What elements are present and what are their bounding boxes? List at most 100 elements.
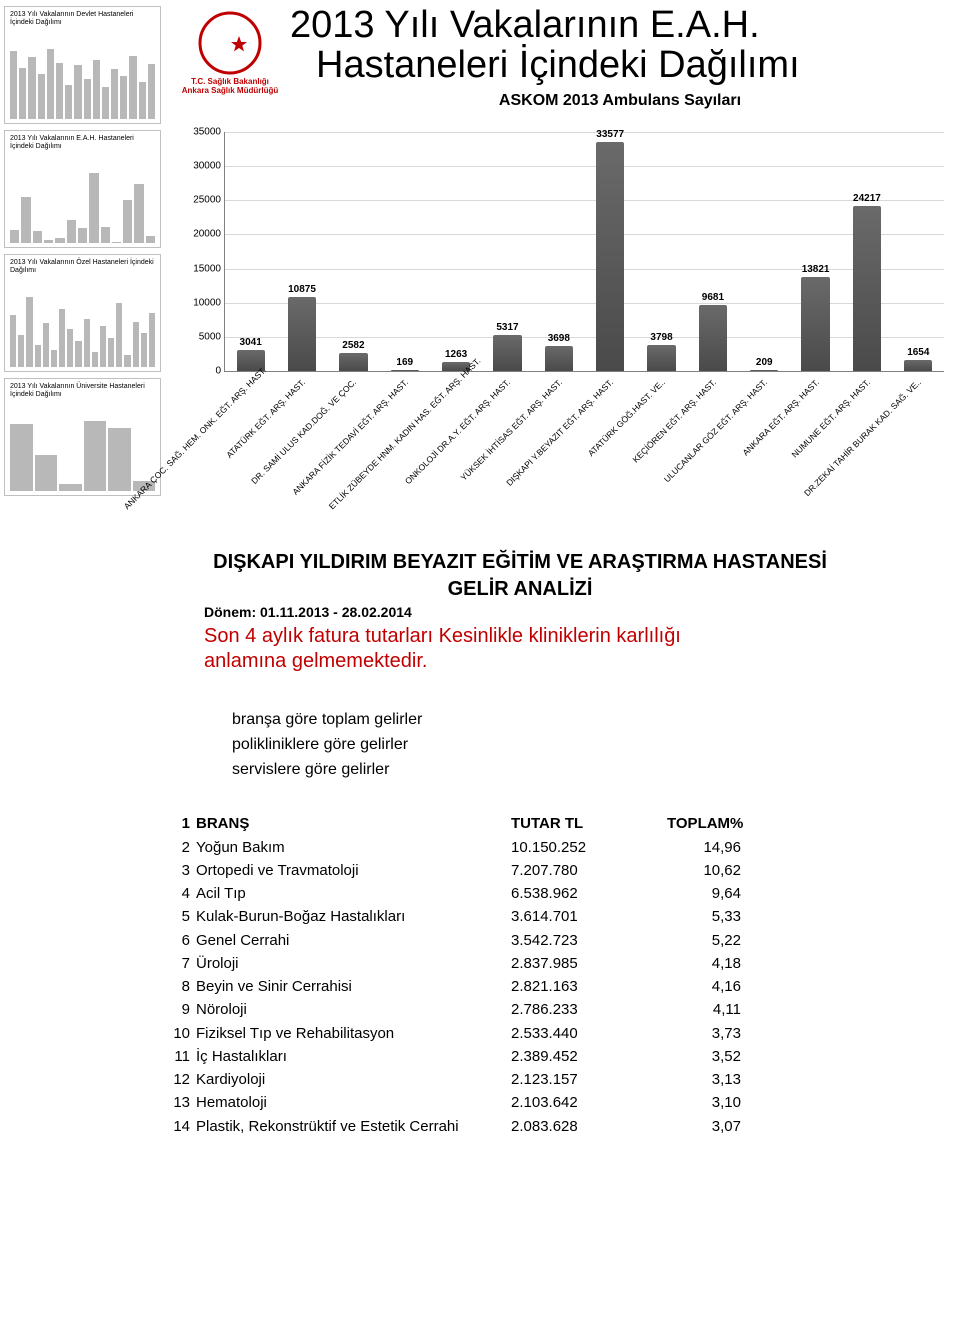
table-row: 14Plastik, Rekonstrüktif ve Estetik Cerr…	[168, 1115, 900, 1138]
slide-thumb-3-title: 2013 Yılı Vakalarının Özel Hastaneleri İ…	[10, 259, 155, 275]
chart-ytick: 35000	[185, 127, 221, 138]
col-idx-header: 1	[168, 812, 196, 835]
cell-pct: 5,33	[651, 905, 741, 928]
cell-brans: Yoğun Bakım	[196, 836, 511, 859]
document-body: DIŞKAPI YILDIRIM BEYAZIT EĞİTİM VE ARAŞT…	[0, 510, 960, 1138]
chart-bar-value: 9681	[702, 292, 724, 303]
table-row: 8Beyin ve Sinir Cerrahisi2.821.1634,16	[168, 975, 900, 998]
sub-item-1: branşa göre toplam gelirler	[232, 708, 900, 733]
chart-bar-value: 13821	[802, 264, 830, 275]
chart-ytick: 25000	[185, 195, 221, 206]
table-row: 13Hematoloji2.103.6423,10	[168, 1091, 900, 1114]
cell-tutar: 2.389.452	[511, 1045, 651, 1068]
slide-title-line-1: 2013 Yılı Vakalarının E.A.H.	[290, 6, 950, 46]
logo-text-2: Ankara Sağlık Müdürlüğü	[170, 87, 290, 96]
chart-bar	[493, 335, 521, 371]
cell-idx: 11	[168, 1045, 196, 1068]
chart-bar	[545, 346, 573, 371]
cell-brans: Plastik, Rekonstrüktif ve Estetik Cerrah…	[196, 1115, 511, 1138]
cell-pct: 3,10	[651, 1091, 741, 1114]
cell-idx: 2	[168, 836, 196, 859]
chart-bar-value: 10875	[288, 284, 316, 295]
cell-tutar: 2.786.233	[511, 998, 651, 1021]
cell-brans: Acil Tıp	[196, 882, 511, 905]
cell-brans: Fiziksel Tıp ve Rehabilitasyon	[196, 1022, 511, 1045]
cell-idx: 5	[168, 905, 196, 928]
cell-tutar: 6.538.962	[511, 882, 651, 905]
cell-brans: Beyin ve Sinir Cerrahisi	[196, 975, 511, 998]
slide-title-block: 2013 Yılı Vakalarının E.A.H. Hastaneleri…	[290, 6, 950, 110]
chart-bar-value: 33577	[596, 129, 624, 140]
slide-thumbnail-sidebar: 2013 Yılı Vakalarının Devlet Hastaneleri…	[0, 0, 165, 510]
sub-item-2: polikliniklere göre gelirler	[232, 733, 900, 758]
cell-tutar: 3.614.701	[511, 905, 651, 928]
chart-bar	[596, 142, 624, 371]
doc-red-note: Son 4 aylık fatura tutarları Kesinlikle …	[140, 624, 900, 674]
slide-thumb-3-chart	[10, 297, 155, 367]
table-row: 5Kulak-Burun-Boğaz Hastalıkları3.614.701…	[168, 905, 900, 928]
table-row: 10Fiziksel Tıp ve Rehabilitasyon2.533.44…	[168, 1022, 900, 1045]
col-tutar-header: TUTAR TL	[511, 812, 651, 835]
chart-bar	[391, 370, 419, 371]
cell-idx: 10	[168, 1022, 196, 1045]
table-row: 7Üroloji2.837.9854,18	[168, 952, 900, 975]
chart-gridline	[225, 303, 944, 304]
cell-tutar: 2.103.642	[511, 1091, 651, 1114]
slide-title-line-2: Hastaneleri İçindeki Dağılımı	[290, 46, 950, 86]
top-region: 2013 Yılı Vakalarının Devlet Hastaneleri…	[0, 0, 960, 510]
cell-idx: 14	[168, 1115, 196, 1138]
ministry-logo-icon	[197, 10, 263, 76]
main-slide-area: T.C. Sağlık Bakanlığı Ankara Sağlık Müdü…	[170, 0, 960, 510]
cell-brans: İç Hastalıkları	[196, 1045, 511, 1068]
chart-bar-value: 3698	[548, 333, 570, 344]
chart-ytick: 5000	[185, 331, 221, 342]
chart-gridline	[225, 166, 944, 167]
chart-ytick: 15000	[185, 263, 221, 274]
chart-gridline	[225, 234, 944, 235]
cell-tutar: 10.150.252	[511, 836, 651, 859]
revenue-table: 1 BRANŞ TUTAR TL TOPLAM% 2Yoğun Bakım10.…	[140, 812, 900, 1138]
chart-bar-value: 1263	[445, 349, 467, 360]
cell-brans: Kardiyoloji	[196, 1068, 511, 1091]
cell-pct: 14,96	[651, 836, 741, 859]
chart-bar-value: 3798	[650, 332, 672, 343]
slide-thumb-4-chart	[10, 421, 155, 491]
table-row: 4Acil Tıp6.538.9629,64	[168, 882, 900, 905]
ambulance-bar-chart: 050001000015000200002500030000350003041A…	[182, 132, 948, 502]
cell-tutar: 2.083.628	[511, 1115, 651, 1138]
table-row: 9Nöroloji2.786.2334,11	[168, 998, 900, 1021]
cell-pct: 10,62	[651, 859, 741, 882]
sub-item-3: servislere göre gelirler	[232, 758, 900, 783]
cell-pct: 3,52	[651, 1045, 741, 1068]
chart-gridline	[225, 200, 944, 201]
chart-bar	[339, 353, 367, 371]
chart-bar-value: 2582	[342, 340, 364, 351]
cell-idx: 8	[168, 975, 196, 998]
chart-gridline	[225, 337, 944, 338]
cell-tutar: 2.821.163	[511, 975, 651, 998]
cell-idx: 13	[168, 1091, 196, 1114]
slide-thumb-2[interactable]: 2013 Yılı Vakalarının E.A.H. Hastaneleri…	[4, 130, 161, 248]
chart-bar	[904, 360, 932, 371]
doc-title-line-1: DIŞKAPI YILDIRIM BEYAZIT EĞİTİM VE ARAŞT…	[140, 550, 900, 575]
chart-bar	[853, 206, 881, 371]
slide-subtitle: ASKOM 2013 Ambulans Sayıları	[290, 92, 950, 110]
doc-title-line-2: GELİR ANALİZİ	[140, 577, 900, 602]
chart-ytick: 10000	[185, 297, 221, 308]
cell-tutar: 7.207.780	[511, 859, 651, 882]
slide-thumb-2-title: 2013 Yılı Vakalarının E.A.H. Hastaneleri…	[10, 135, 155, 151]
slide-thumb-2-chart	[10, 173, 155, 243]
chart-bar-value: 3041	[240, 337, 262, 348]
slide-thumb-1[interactable]: 2013 Yılı Vakalarının Devlet Hastaneleri…	[4, 6, 161, 124]
chart-bar-value: 209	[756, 357, 773, 368]
chart-gridline	[225, 132, 944, 133]
cell-brans: Ortopedi ve Travmatoloji	[196, 859, 511, 882]
cell-brans: Nöroloji	[196, 998, 511, 1021]
cell-brans: Genel Cerrahi	[196, 929, 511, 952]
table-row: 6Genel Cerrahi3.542.7235,22	[168, 929, 900, 952]
slide-thumb-3[interactable]: 2013 Yılı Vakalarının Özel Hastaneleri İ…	[4, 254, 161, 372]
cell-tutar: 2.533.440	[511, 1022, 651, 1045]
chart-bar	[288, 297, 316, 371]
cell-idx: 12	[168, 1068, 196, 1091]
slide-thumb-4[interactable]: 2013 Yılı Vakalarının Üniversite Hastane…	[4, 378, 161, 496]
